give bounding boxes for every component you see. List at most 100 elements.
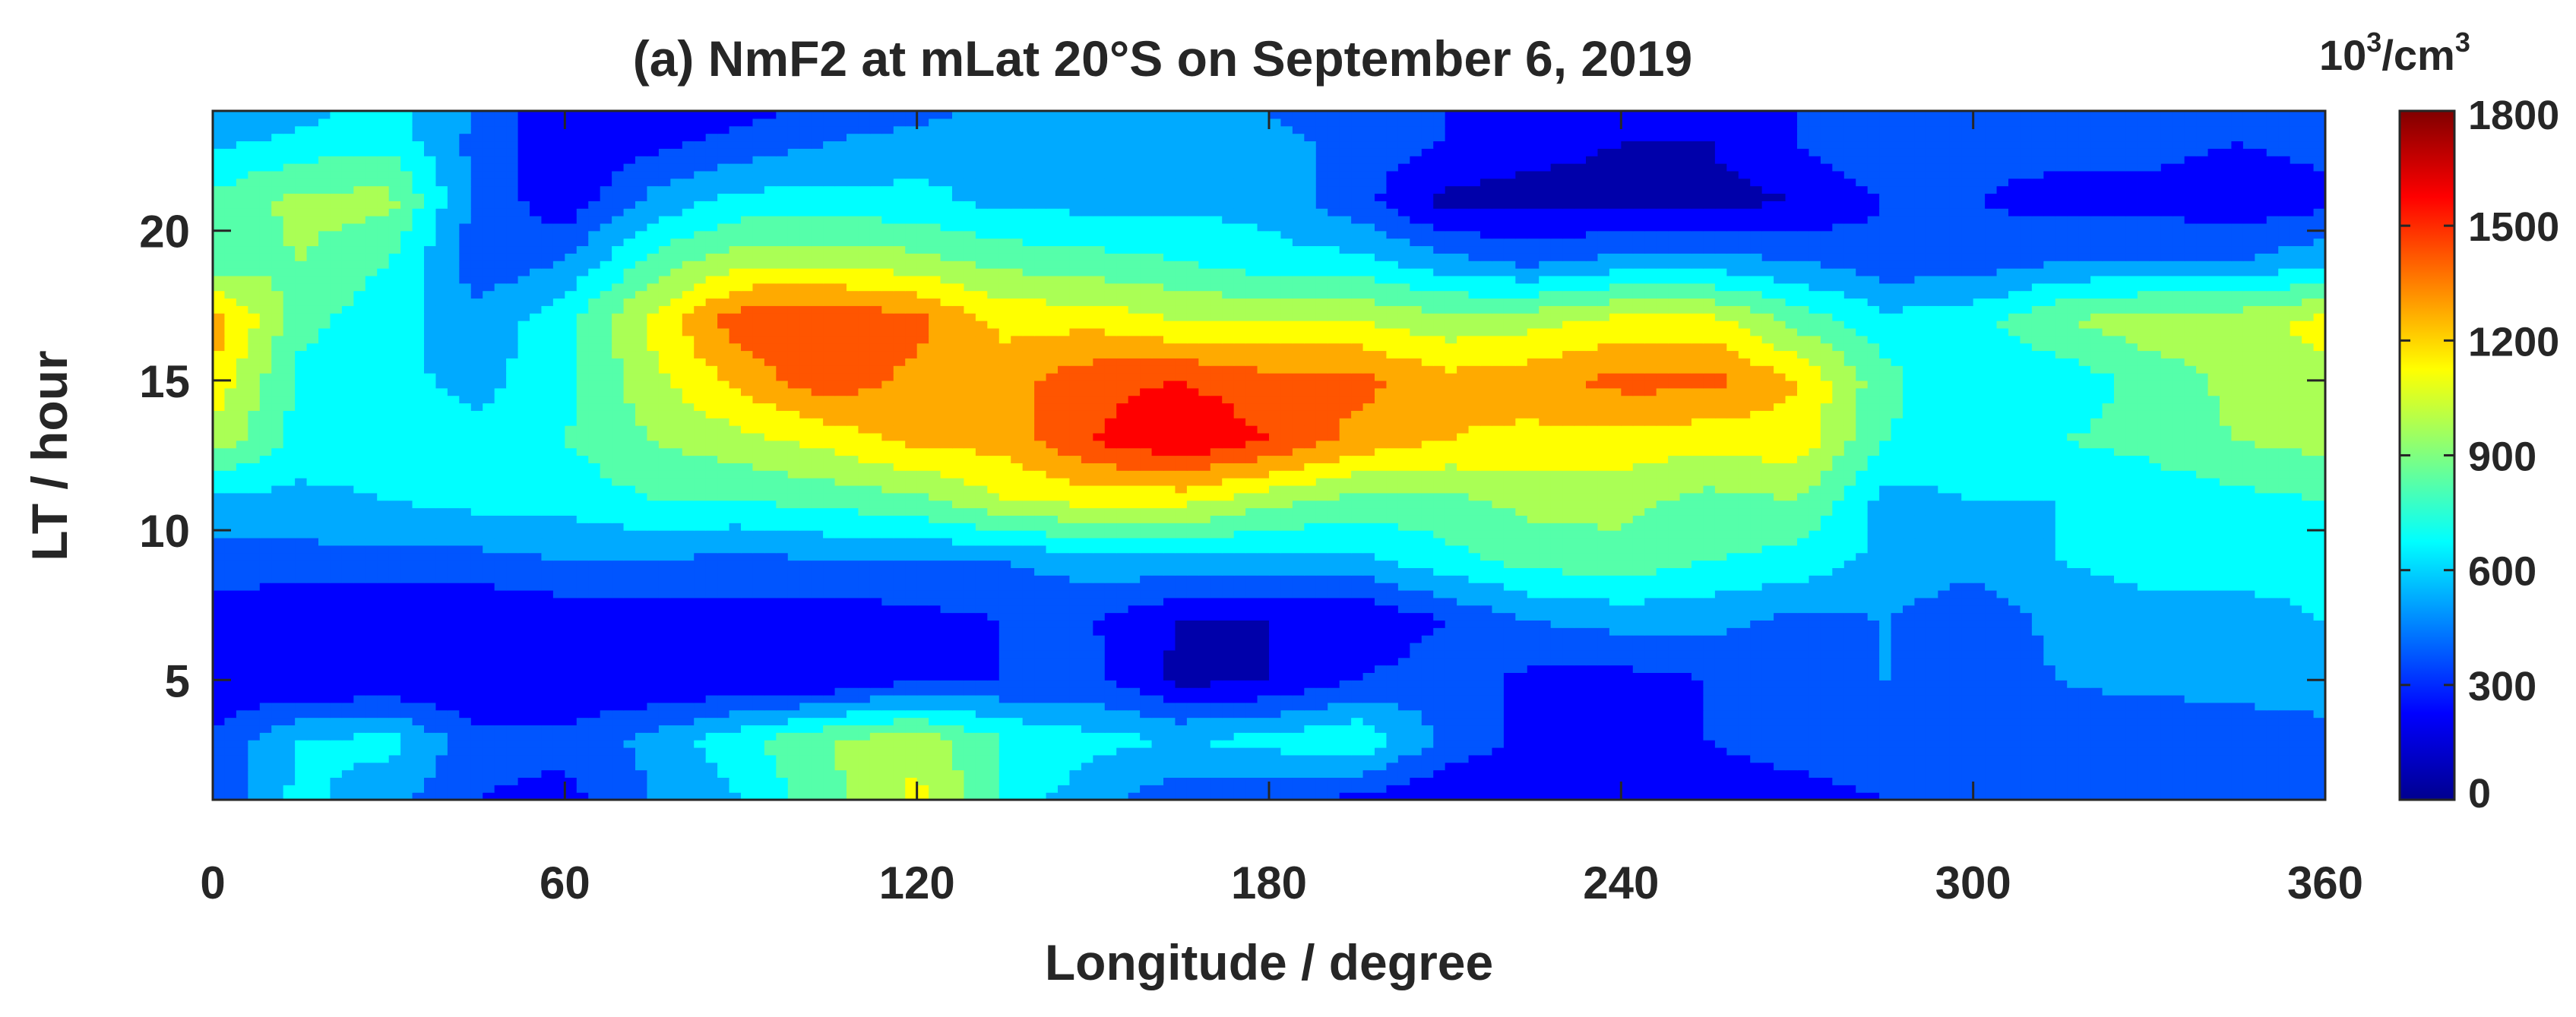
- heatmap-cell: [1151, 762, 1164, 771]
- heatmap-cell: [1362, 785, 1375, 793]
- heatmap-cell: [2173, 754, 2185, 763]
- heatmap-cell: [483, 612, 495, 621]
- heatmap-cell: [2220, 612, 2233, 621]
- heatmap-cell: [670, 709, 683, 719]
- heatmap-cell: [1656, 792, 1669, 801]
- heatmap-cell: [1679, 694, 1692, 703]
- heatmap-cell: [916, 747, 929, 756]
- heatmap-cell: [1011, 769, 1024, 779]
- heatmap-cell: [283, 665, 296, 673]
- heatmap-cell: [1809, 717, 1821, 726]
- heatmap-cell: [2031, 657, 2044, 666]
- heatmap-cell: [213, 620, 226, 628]
- heatmap-cell: [1410, 725, 1422, 733]
- heatmap-cell: [1679, 589, 1692, 599]
- heatmap-cell: [1832, 769, 1845, 779]
- heatmap-cell: [823, 732, 836, 741]
- heatmap-cell: [623, 687, 636, 696]
- heatmap-cell: [964, 589, 976, 599]
- heatmap-cell: [2078, 627, 2091, 636]
- heatmap-cell: [1515, 702, 1528, 711]
- heatmap-cell: [705, 589, 718, 599]
- heatmap-cell: [1597, 605, 1610, 614]
- heatmap-cell: [306, 665, 319, 673]
- heatmap-cell: [259, 635, 272, 643]
- heatmap-cell: [2078, 777, 2091, 785]
- heatmap-cell: [670, 777, 683, 785]
- heatmap-cell: [929, 649, 941, 659]
- heatmap-cell: [1973, 777, 1986, 785]
- heatmap-cell: [1750, 589, 1763, 599]
- heatmap-cell: [341, 687, 354, 696]
- heatmap-cell: [330, 635, 343, 643]
- heatmap-cell: [1879, 762, 1892, 771]
- heatmap-cell: [1151, 702, 1164, 711]
- heatmap-cell: [752, 792, 765, 801]
- heatmap-cell: [1820, 672, 1833, 681]
- heatmap-cell: [952, 612, 965, 621]
- heatmap-cell: [987, 635, 1000, 643]
- heatmap-cell: [1245, 672, 1258, 681]
- heatmap-cell: [517, 754, 530, 763]
- heatmap-cell: [1410, 732, 1422, 741]
- heatmap-cell: [2043, 777, 2056, 785]
- heatmap-cell: [1891, 754, 1904, 763]
- heatmap-cell: [412, 665, 425, 673]
- heatmap-cell: [600, 605, 612, 614]
- heatmap-cell: [2043, 649, 2056, 659]
- heatmap-cell: [2173, 665, 2185, 673]
- heatmap-cell: [799, 597, 812, 606]
- heatmap-cell: [565, 657, 578, 666]
- heatmap-cell: [1351, 777, 1364, 785]
- heatmap-cell: [1151, 725, 1164, 733]
- heatmap-cell: [1668, 785, 1681, 793]
- heatmap-cell: [823, 792, 836, 801]
- heatmap-cell: [435, 769, 448, 779]
- heatmap-cell: [2220, 762, 2233, 771]
- heatmap-cell: [1269, 642, 1282, 651]
- heatmap-cell: [1140, 747, 1153, 756]
- heatmap-cell: [2207, 725, 2220, 733]
- heatmap-cell: [576, 754, 589, 763]
- heatmap-cell: [1515, 717, 1528, 726]
- heatmap-cell: [741, 740, 754, 748]
- heatmap-cell: [1621, 785, 1634, 793]
- heatmap-cell: [2302, 672, 2315, 681]
- heatmap-cell: [259, 612, 272, 621]
- heatmap-cell: [1304, 627, 1317, 636]
- heatmap-cell: [1116, 717, 1129, 726]
- heatmap-cell: [259, 747, 272, 756]
- heatmap-cell: [341, 672, 354, 681]
- heatmap-cell: [834, 702, 847, 711]
- heatmap-cell: [400, 740, 413, 748]
- heatmap-cell: [1903, 725, 1916, 733]
- heatmap-cell: [377, 777, 390, 785]
- heatmap-cell: [248, 709, 261, 719]
- heatmap-cell: [1245, 589, 1258, 599]
- heatmap-cell: [1621, 732, 1634, 741]
- heatmap-cell: [1679, 597, 1692, 606]
- heatmap-cell: [741, 694, 754, 703]
- heatmap-cell: [1011, 597, 1024, 606]
- heatmap-cell: [881, 649, 894, 659]
- heatmap-cell: [741, 762, 754, 771]
- heatmap-cell: [2020, 612, 2033, 621]
- heatmap-cell: [470, 777, 483, 785]
- heatmap-cell: [1257, 649, 1270, 659]
- heatmap-cell: [1280, 635, 1293, 643]
- heatmap-cell: [799, 589, 812, 599]
- heatmap-cell: [1304, 777, 1317, 785]
- heatmap-cell: [2114, 694, 2127, 703]
- heatmap-cell: [2160, 680, 2173, 688]
- heatmap-cell: [2090, 725, 2103, 733]
- heatmap-cell: [1903, 747, 1916, 756]
- heatmap-cell: [1269, 702, 1282, 711]
- heatmap-cell: [1738, 732, 1751, 741]
- heatmap-cell: [2231, 605, 2244, 614]
- heatmap-cell: [506, 627, 519, 636]
- heatmap-cell: [2196, 687, 2209, 696]
- heatmap-cell: [1926, 687, 1938, 696]
- heatmap-cell: [1280, 702, 1293, 711]
- heatmap-cell: [576, 694, 589, 703]
- heatmap-cell: [1421, 740, 1434, 748]
